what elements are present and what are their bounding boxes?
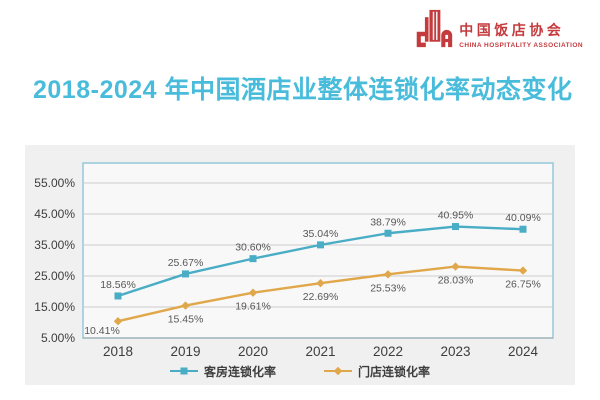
chart-legend: 客房连锁化率 门店连锁化率 <box>25 361 575 381</box>
building-ca-monogram-icon <box>416 9 453 48</box>
data-point-marker <box>182 270 189 278</box>
association-logo-text: 中国饭店协会 CHINA HOSPITALITY ASSOCIATION <box>459 20 583 49</box>
x-axis-tick-label: 2020 <box>238 344 268 359</box>
y-axis-tick-label: 5.00% <box>41 331 75 345</box>
data-point-label: 26.75% <box>505 279 541 291</box>
logo-org-name-en: CHINA HOSPITALITY ASSOCIATION <box>459 41 583 49</box>
chart-panel: 5.00% 15.00% 25.00% 35.00% 45.00% 55.00% 2018 2… <box>25 145 575 385</box>
data-point-label: 18.56% <box>100 279 136 291</box>
data-point-label: 19.61% <box>235 301 271 313</box>
y-axis-tick-label: 45.00% <box>34 207 75 221</box>
data-point-marker <box>384 229 392 237</box>
legend-label: 门店连锁化率 <box>358 364 431 379</box>
data-point-marker <box>113 317 123 326</box>
data-point-marker <box>317 241 324 249</box>
x-axis-tick-label: 2022 <box>373 344 403 359</box>
data-point-label: 25.53% <box>370 282 406 294</box>
legend-item-1: 门店连锁化率 <box>324 363 430 380</box>
data-point-label: 25.67% <box>168 257 204 269</box>
y-axis-tick-label: 35.00% <box>34 238 75 252</box>
data-point-marker <box>114 292 122 300</box>
legend-item-0: 客房连锁化率 <box>169 363 276 380</box>
data-point-marker <box>452 223 459 231</box>
data-point-marker <box>519 225 527 233</box>
legend-marker-icon <box>324 366 352 376</box>
page-title: 2018-2024 年中国酒店业整体连锁化率动态变化 <box>33 76 573 104</box>
data-point-label: 38.79% <box>370 216 406 228</box>
data-point-marker <box>518 266 528 275</box>
data-point-marker <box>316 278 325 288</box>
data-point-marker <box>383 270 393 279</box>
y-axis-tick-label: 55.00% <box>34 176 75 190</box>
plot-area <box>82 162 554 339</box>
data-point-marker <box>248 288 258 297</box>
association-logo: 中国饭店协会 CHINA HOSPITALITY ASSOCIATION <box>414 7 583 51</box>
data-point-label: 30.60% <box>235 242 271 254</box>
line-chart-canvas: 5.00% 15.00% 25.00% 35.00% 45.00% 55.00% 2018 2… <box>34 162 554 359</box>
logo-org-name-zh: 中国饭店协会 <box>459 21 565 38</box>
y-axis-tick-label: 15.00% <box>34 300 75 314</box>
data-point-marker <box>181 301 190 310</box>
data-point-label: 28.03% <box>438 275 474 287</box>
data-point-label: 10.41% <box>84 325 120 337</box>
data-point-marker <box>451 262 460 271</box>
x-axis-tick-label: 2018 <box>103 344 133 359</box>
x-axis-tick-label: 2023 <box>440 344 470 359</box>
data-point-label: 40.09% <box>505 212 541 224</box>
legend-label: 客房连锁化率 <box>203 364 276 379</box>
data-point-label: 35.04% <box>303 228 339 240</box>
data-point-label: 15.45% <box>168 314 204 326</box>
data-point-label: 40.95% <box>438 210 474 222</box>
x-axis-tick-label: 2024 <box>508 344 539 359</box>
x-axis-tick-label: 2019 <box>170 344 200 359</box>
x-axis-tick-label: 2021 <box>305 344 335 359</box>
y-axis-tick-label: 25.00% <box>34 269 75 283</box>
data-point-marker <box>249 255 257 263</box>
legend-marker-icon <box>169 367 198 375</box>
data-point-label: 22.69% <box>303 291 339 303</box>
